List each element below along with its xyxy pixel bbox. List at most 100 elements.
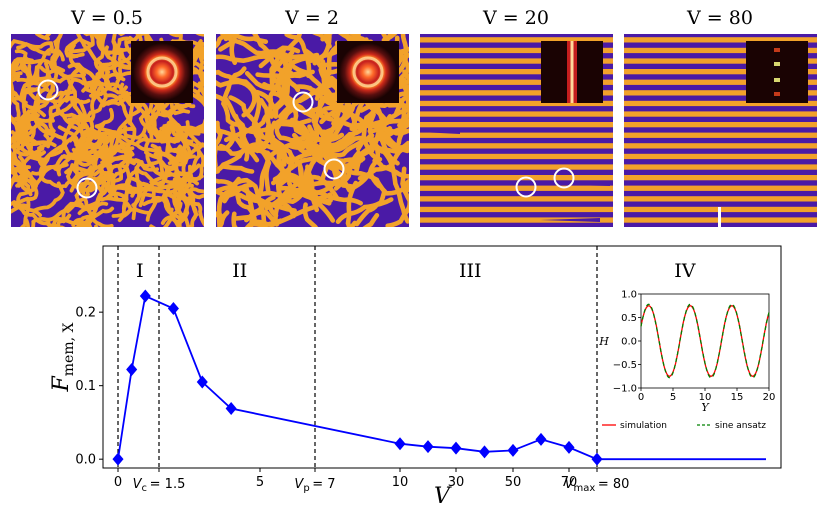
domain-stripe (130, 183, 183, 198)
data-point-3 (167, 301, 179, 315)
inset-frame (640, 293, 770, 389)
domain-stripe (11, 120, 36, 155)
domain-stripe (287, 34, 303, 50)
legend-simulation-label: simulation (620, 421, 667, 431)
region-label-I: I (136, 260, 144, 282)
domain-stripe (319, 126, 393, 158)
domain-stripe (17, 187, 39, 204)
domain-stripe (11, 173, 33, 191)
pattern-panel-v2 (216, 34, 409, 227)
domain-stripe (380, 34, 389, 41)
domain-stripe (24, 218, 31, 227)
domain-stripe (81, 220, 86, 227)
domain-stripe (312, 34, 332, 49)
domain-stripe (264, 174, 340, 211)
fft-ring (339, 43, 397, 101)
domain-stripe (64, 152, 134, 175)
domain-stripe (89, 80, 129, 107)
domain-stripe (624, 175, 817, 181)
domain-stripe (216, 120, 223, 168)
stripe-defect (420, 130, 460, 134)
domain-stripe (11, 39, 51, 56)
fft-ring-peak (352, 56, 384, 88)
domain-stripe (56, 213, 84, 227)
main-plot-frame (102, 245, 782, 469)
domain-stripe (420, 37, 613, 43)
data-point-4 (196, 375, 208, 389)
domain-stripe (379, 118, 409, 125)
domain-stripe (118, 94, 137, 148)
domain-stripe (11, 155, 27, 177)
domain-stripe (188, 214, 197, 227)
fft-peak (774, 62, 780, 66)
domain-stripe (354, 197, 394, 227)
domain-stripe (175, 186, 204, 194)
domain-stripe (216, 93, 229, 106)
domain-stripe (624, 122, 817, 128)
domain-stripe (420, 111, 613, 117)
domain-stripe (293, 177, 332, 206)
fft-ring-peak (146, 56, 178, 88)
domain-stripe (420, 206, 613, 213)
domain-stripe (273, 50, 295, 119)
domain-stripe (385, 166, 409, 227)
domain-stripe (174, 190, 184, 219)
x-tick-label-2: 5 (256, 475, 264, 490)
y-tick-label-1: 0.1 (75, 379, 96, 394)
fft-peak (774, 92, 780, 96)
domain-stripe (324, 101, 352, 164)
domain-stripe (11, 165, 26, 188)
data-point-9 (478, 445, 491, 459)
domain-stripe (624, 143, 817, 149)
domain-stripe (174, 138, 201, 176)
domain-stripe (43, 136, 79, 161)
y-axis-label-main: F (49, 375, 74, 392)
domain-stripe (83, 34, 111, 56)
domain-stripe (48, 103, 73, 133)
domain-stripe (218, 38, 289, 61)
inset-ansatz-curve (640, 303, 770, 379)
domain-stripe (345, 180, 359, 227)
domain-stripe (94, 224, 99, 227)
domain-stripe (624, 132, 817, 138)
domain-stripe (18, 59, 50, 92)
inset-x-tick-label-1: 5 (670, 392, 676, 403)
defect-circle (76, 177, 98, 199)
domain-stripe (53, 134, 109, 171)
panel-title-3: V = 80 (686, 7, 753, 29)
domain-stripe (172, 174, 204, 210)
domain-stripe (32, 181, 65, 213)
domain-stripe (39, 65, 71, 81)
domain-stripe (147, 98, 165, 136)
domain-stripe (220, 66, 247, 123)
x-tick-label-6: 50 (505, 475, 522, 490)
stripe-defect (490, 76, 550, 80)
domain-stripe (195, 34, 204, 37)
data-point-13 (591, 452, 603, 466)
domain-stripe (133, 146, 163, 168)
domain-stripe (624, 37, 817, 43)
inset-y-tick-label-0: −1.0 (613, 384, 637, 395)
domain-stripe (164, 144, 187, 170)
domain-stripe (382, 122, 409, 140)
y-axis-label-sub: mem, X (61, 322, 77, 376)
data-point-5 (225, 401, 237, 415)
domain-stripe (89, 82, 138, 103)
data-point-6 (394, 437, 406, 451)
domain-stripe (420, 47, 613, 54)
fft-peak (774, 78, 780, 82)
inset-x-tick-label-3: 15 (731, 392, 744, 403)
svg-text:Fmem, X: Fmem, X (49, 322, 77, 392)
domain-stripe (138, 166, 181, 208)
domain-stripe (624, 153, 817, 160)
domain-stripe (75, 34, 99, 63)
pattern-panel-v0-5 (11, 34, 204, 227)
domain-stripe (31, 209, 66, 227)
panel-title-0: V = 0.5 (70, 7, 143, 29)
x-tick-label-7: 70 (561, 475, 578, 490)
domain-stripe (420, 132, 613, 138)
domain-stripe (302, 202, 358, 227)
fft-peak (774, 48, 780, 52)
domain-stripe (231, 211, 238, 227)
pattern-panel-v20 (420, 34, 613, 227)
